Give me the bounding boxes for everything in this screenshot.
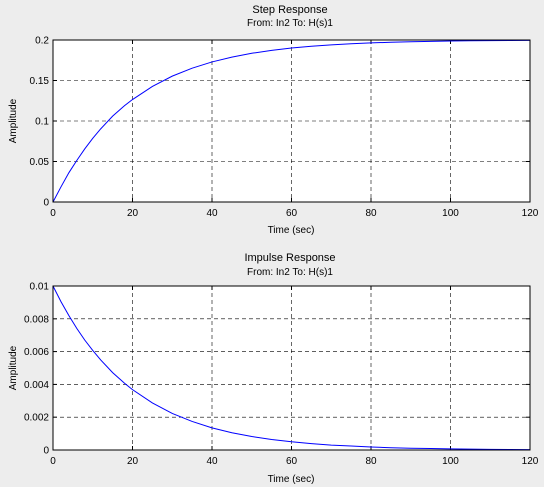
y-tick-label: 0.1 (35, 117, 49, 128)
x-axis-label: Time (sec) (268, 474, 315, 485)
x-tick-label: 60 (286, 208, 298, 219)
grid-lines (52, 39, 531, 203)
x-tick-labels: 0 20 40 60 80 100 120 (50, 208, 539, 219)
x-tick-label: 20 (127, 208, 139, 219)
x-tick-label: 120 (522, 456, 539, 467)
x-tick-labels: 0 20 40 60 80 100 120 (50, 456, 539, 467)
x-tick-label: 100 (442, 208, 459, 219)
y-axis-label: Amplitude (8, 345, 19, 390)
series-line (52, 285, 531, 451)
axes-frame (52, 285, 531, 451)
x-tick-label: 80 (365, 456, 377, 467)
x-tick-label: 20 (127, 456, 139, 467)
y-tick-label: 0.006 (24, 347, 49, 358)
y-tick-label: 0.05 (30, 157, 50, 168)
grid-lines (52, 285, 531, 451)
plot-title: Step Response (252, 4, 327, 16)
x-tick-label: 40 (206, 456, 218, 467)
x-tick-label: 60 (286, 456, 298, 467)
y-tick-label: 0.004 (24, 380, 49, 391)
y-tick-label: 0 (43, 198, 49, 209)
x-tick-label: 0 (50, 208, 56, 219)
y-axis-label: Amplitude (8, 98, 19, 143)
axes-frame (52, 39, 531, 203)
x-tick-label: 0 (50, 456, 56, 467)
step-response-plot: Step Response From: In2 To: H(s)1 0 20 40 6… (8, 4, 539, 236)
x-tick-label: 120 (522, 208, 539, 219)
x-axis-label: Time (sec) (268, 225, 315, 236)
impulse-response-plot: Impulse Response From: In2 To: H(s)1 0 20… (8, 252, 539, 485)
y-tick-label: 0.2 (35, 36, 49, 47)
y-tick-label: 0 (43, 446, 49, 457)
series-line (52, 39, 531, 203)
y-tick-label: 0.002 (24, 413, 49, 424)
plot-subtitle: From: In2 To: H(s)1 (247, 18, 333, 29)
x-tick-label: 80 (365, 208, 377, 219)
x-tick-label: 40 (206, 208, 218, 219)
y-tick-labels: 0 0.05 0.1 0.15 0.2 (30, 36, 50, 209)
plot-title: Impulse Response (244, 252, 335, 264)
y-tick-label: 0.008 (24, 314, 49, 325)
y-tick-label: 0.01 (30, 282, 50, 293)
y-tick-label: 0.15 (30, 76, 50, 87)
y-tick-labels: 0 0.002 0.004 0.006 0.008 0.01 (24, 282, 49, 457)
x-tick-label: 100 (442, 456, 459, 467)
plot-subtitle: From: In2 To: H(s)1 (247, 267, 333, 278)
